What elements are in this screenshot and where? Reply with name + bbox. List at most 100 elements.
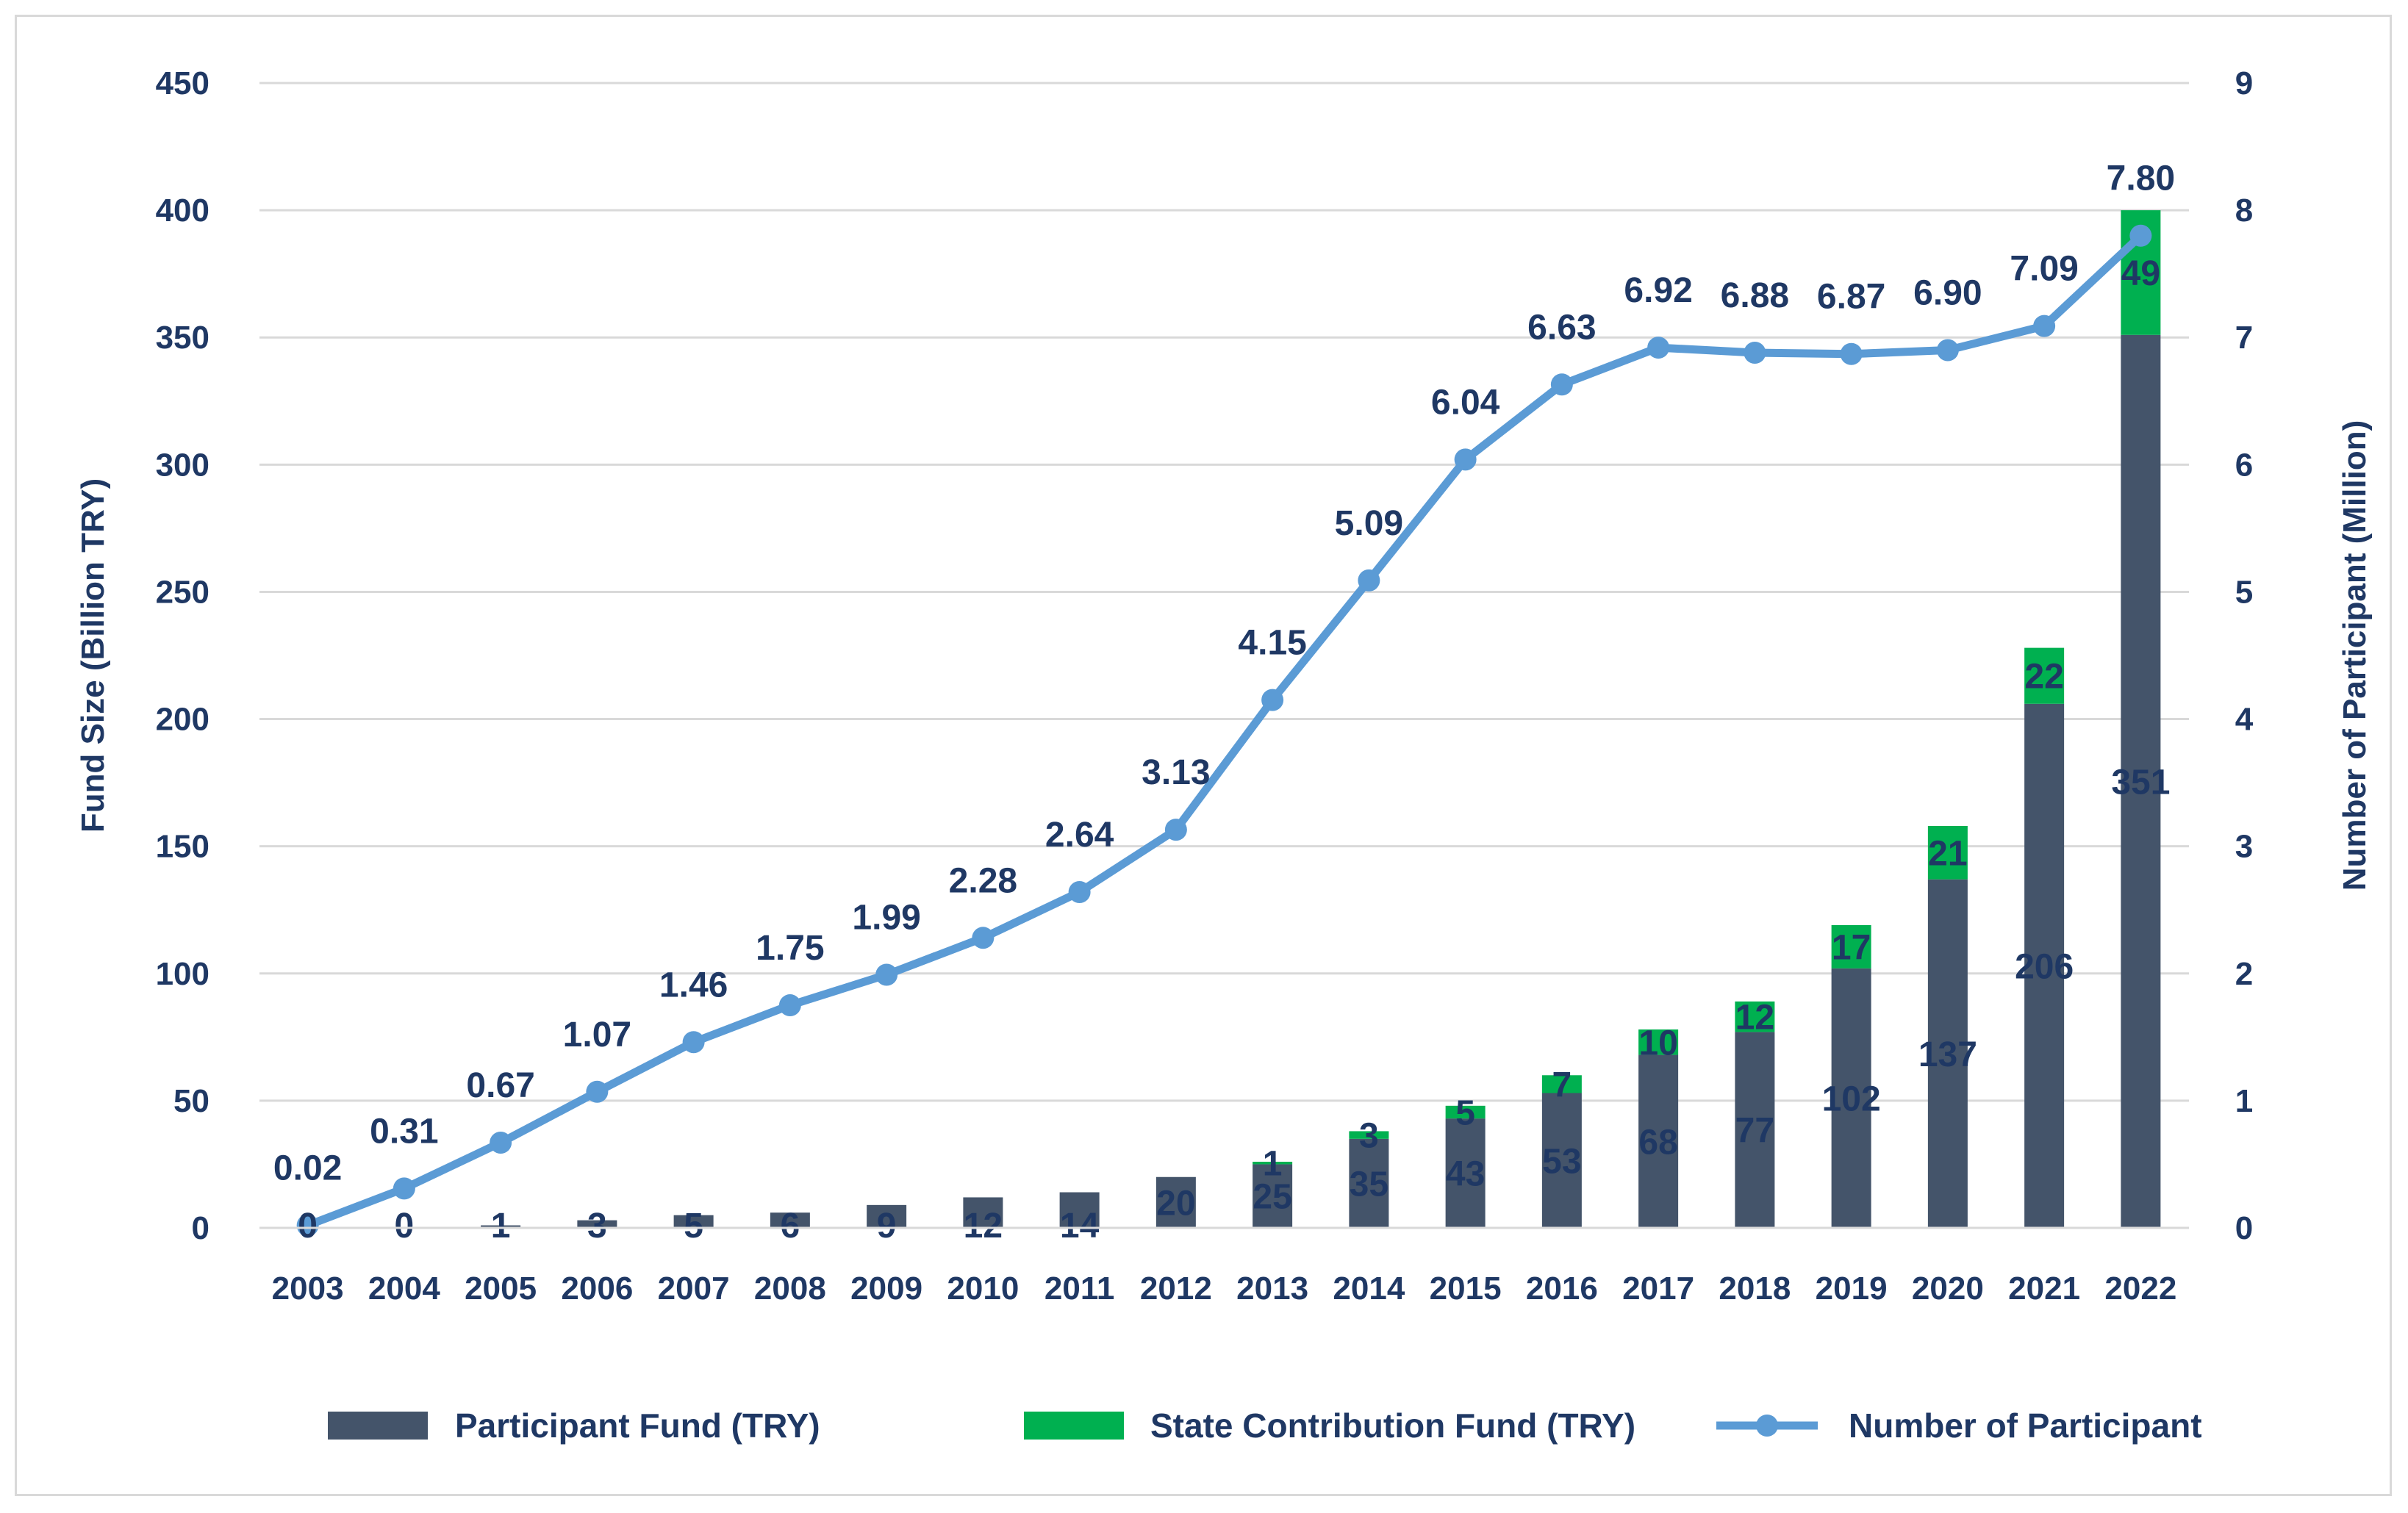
bar-participant-fund <box>963 1197 1003 1228</box>
participant-fund-label: 0 <box>395 1207 415 1246</box>
participant-count-label: 6.88 <box>1721 276 1789 315</box>
state-fund-label: 12 <box>1735 999 1774 1038</box>
x-tick-label: 2015 <box>1430 1271 1502 1307</box>
participant-marker <box>1358 569 1380 592</box>
y-left-axis-title: Fund Size (Billion TRY) <box>75 478 111 833</box>
participant-count-label: 3.13 <box>1142 753 1210 792</box>
participant-count-label: 4.15 <box>1238 624 1306 663</box>
y-left-tick-label: 0 <box>192 1210 209 1246</box>
participant-count-label: 1.99 <box>852 899 920 938</box>
y-right-tick-label: 4 <box>2235 702 2254 738</box>
chart-frame: 0 0 1 3 5 6 9 12 14 20 25 1 35 3 43 5 53 7 68 10 77 12 102 17 13… <box>15 15 2392 1496</box>
state-fund-label: 5 <box>1455 1093 1475 1132</box>
participant-marker <box>2033 315 2056 337</box>
legend-swatch-participant-fund <box>328 1412 428 1440</box>
bar-state-contribution <box>1735 1001 1775 1032</box>
participant-fund-label: 77 <box>1735 1112 1774 1151</box>
participant-marker <box>586 1080 609 1103</box>
participant-fund-label: 1 <box>491 1207 511 1246</box>
bar-participant-fund <box>1349 1138 1389 1228</box>
state-fund-label: 22 <box>2024 658 2063 697</box>
participant-marker <box>2129 224 2152 247</box>
x-tick-label: 2012 <box>1140 1271 1212 1307</box>
state-fund-label: 1 <box>1263 1145 1283 1184</box>
bar-participant-fund <box>1445 1118 1486 1228</box>
participant-fund-label: 6 <box>781 1207 800 1246</box>
bar-participant-fund <box>2121 334 2161 1228</box>
y-left-tick-label: 200 <box>156 702 209 738</box>
participant-count-label: 6.04 <box>1431 383 1500 422</box>
legend-label-number-of-participant: Number of Participant <box>1849 1406 2202 1445</box>
x-tick-label: 2009 <box>850 1271 922 1307</box>
participant-marker <box>296 1214 319 1237</box>
bar-participant-fund <box>1638 1054 1679 1228</box>
participant-marker <box>682 1031 705 1054</box>
y-right-tick-label: 1 <box>2235 1083 2253 1119</box>
participant-fund-label: 9 <box>877 1207 897 1246</box>
bar-participant-fund <box>867 1204 907 1228</box>
participant-fund-label: 3 <box>587 1207 607 1246</box>
bar-state-contribution <box>1927 825 1968 880</box>
participant-fund-label: 35 <box>1350 1165 1388 1204</box>
state-fund-label: 7 <box>1552 1065 1572 1104</box>
participant-fund-label: 102 <box>1822 1079 1881 1118</box>
participant-fund-label: 351 <box>2111 763 2170 802</box>
bar-state-contribution <box>1349 1131 1389 1139</box>
participant-line <box>296 224 2152 1237</box>
x-tick-label: 2007 <box>658 1271 730 1307</box>
x-tick-label: 2013 <box>1236 1271 1308 1307</box>
bar-participant-fund <box>1059 1192 1100 1228</box>
x-tick-label: 2021 <box>2008 1271 2080 1307</box>
y-left-tick-label: 350 <box>156 320 209 356</box>
x-tick-label: 2014 <box>1333 1271 1405 1307</box>
bar-participant-fund <box>1735 1032 1775 1228</box>
y-right-tick-label: 5 <box>2235 574 2253 610</box>
x-tick-label: 2017 <box>1622 1271 1694 1307</box>
participant-marker <box>1550 373 1573 396</box>
participant-count-label: 6.92 <box>1624 271 1692 310</box>
bar-state-contribution <box>1445 1105 1486 1119</box>
y-left-tick-label: 450 <box>156 65 209 101</box>
bar-participant-fund <box>577 1220 617 1228</box>
gridlines <box>259 82 2189 1229</box>
legend-swatch-state-contribution <box>1024 1412 1124 1440</box>
participant-marker <box>1261 689 1284 711</box>
x-tick-label: 2005 <box>465 1271 537 1307</box>
legend-swatch-marker <box>1756 1415 1778 1437</box>
participant-marker <box>1164 819 1187 841</box>
participant-marker <box>778 994 801 1017</box>
participant-marker <box>1936 339 1959 362</box>
bar-participant-fund <box>1927 879 1968 1228</box>
y-right-tick-label: 3 <box>2235 829 2253 865</box>
participant-count-label: 6.90 <box>1913 274 1982 313</box>
bar-participant-fund <box>673 1215 714 1228</box>
legend-label-participant-fund: Participant Fund (TRY) <box>455 1406 820 1445</box>
participant-fund-label: 137 <box>1918 1035 1977 1074</box>
participant-fund-label: 14 <box>1060 1207 1100 1246</box>
participant-marker <box>1068 880 1091 903</box>
participant-fund-label: 43 <box>1446 1155 1485 1194</box>
participant-count-label: 5.09 <box>1335 504 1403 543</box>
participant-count-label: 0.02 <box>273 1149 342 1188</box>
participant-count-label: 2.64 <box>1045 816 1114 855</box>
bar-state-contribution <box>1638 1029 1679 1055</box>
participant-fund-label: 53 <box>1542 1142 1581 1181</box>
x-tick-label: 2020 <box>1912 1271 1984 1307</box>
participant-marker <box>393 1177 415 1200</box>
x-tick-label: 2016 <box>1526 1271 1598 1307</box>
participant-fund-label: 5 <box>684 1207 703 1246</box>
participant-count-label: 1.07 <box>563 1016 631 1054</box>
bar-state-contribution <box>1253 1161 1293 1165</box>
participant-count-label: 6.87 <box>1817 278 1885 317</box>
state-fund-label: 17 <box>1832 928 1871 967</box>
participant-count-label: 7.80 <box>2107 159 2175 198</box>
state-fund-label: 21 <box>1928 834 1967 873</box>
y-left-tick-label: 300 <box>156 447 209 483</box>
y-right-axis-title: Number of Participant (Million) <box>2337 420 2373 891</box>
legend-label-state-contribution: State Contribution Fund (TRY) <box>1150 1406 1635 1445</box>
bar-state-contribution <box>1831 924 1871 968</box>
participant-fund-label: 25 <box>1253 1178 1291 1217</box>
bar-participant-fund <box>481 1225 521 1228</box>
participant-fund-label: 12 <box>964 1207 1003 1246</box>
